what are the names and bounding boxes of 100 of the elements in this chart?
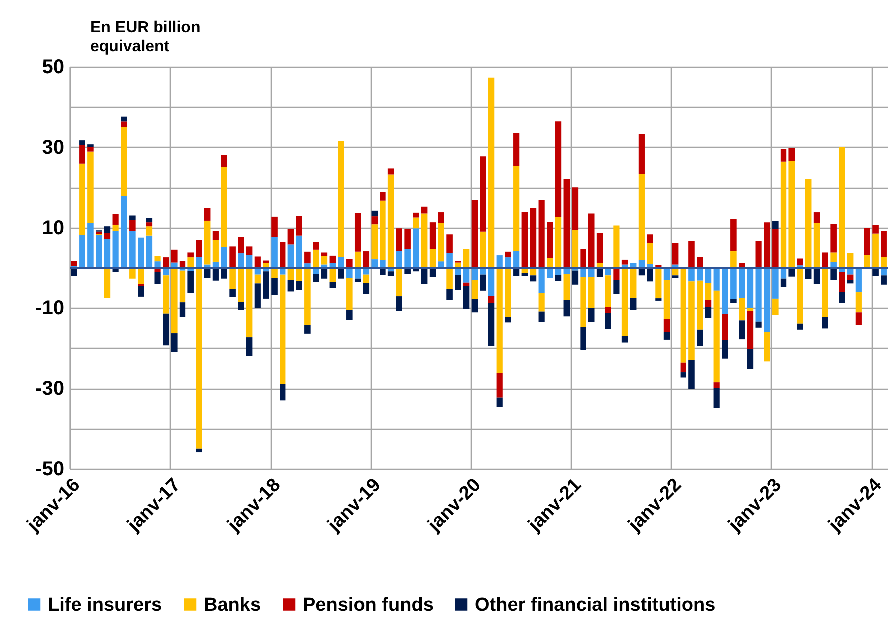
bar (146, 236, 153, 268)
bar (630, 298, 637, 310)
bar (304, 252, 311, 264)
bar (772, 298, 779, 316)
bar (346, 310, 353, 320)
bar (505, 252, 512, 258)
bar (680, 362, 686, 373)
y-tick-label: 10 (42, 217, 64, 240)
bar (564, 274, 570, 300)
y-axis-title: En EUR billion equivalent (90, 20, 201, 56)
bar (739, 268, 746, 298)
bar (396, 296, 402, 312)
bar (246, 338, 253, 356)
bar (430, 222, 436, 250)
bar (714, 268, 720, 291)
bar (272, 216, 278, 238)
bar (881, 257, 887, 268)
bar (96, 235, 102, 268)
bar (780, 162, 787, 268)
bar (514, 251, 520, 268)
bar (446, 234, 453, 254)
bar (363, 252, 370, 268)
bar (430, 249, 436, 268)
bar (130, 216, 136, 220)
bar (556, 275, 562, 282)
bar (496, 398, 503, 408)
bar (188, 271, 194, 294)
bar (88, 223, 94, 268)
bar (438, 212, 444, 224)
bar (346, 278, 353, 310)
bar (572, 230, 579, 268)
bar (130, 220, 136, 232)
bar (830, 268, 837, 280)
bar (672, 243, 679, 265)
bar (547, 268, 554, 278)
bar (272, 268, 278, 278)
bar (238, 302, 244, 310)
bar (304, 325, 311, 334)
bar (296, 268, 302, 282)
bar (688, 360, 695, 389)
bar (146, 222, 153, 227)
bar (856, 292, 862, 313)
bar (822, 317, 828, 329)
bar (856, 312, 862, 326)
bar (188, 258, 194, 268)
bar (797, 324, 804, 330)
bar (856, 268, 862, 293)
bar (680, 372, 686, 378)
bar (488, 296, 495, 304)
bar (805, 179, 812, 268)
bar (705, 307, 712, 318)
bar (730, 299, 737, 304)
bar (138, 286, 144, 297)
bar (372, 210, 378, 217)
bar (121, 127, 128, 196)
bar (338, 257, 344, 268)
bar (130, 268, 136, 279)
bar (496, 268, 503, 374)
bar (756, 268, 762, 322)
bar (354, 213, 362, 252)
bar (104, 268, 111, 298)
bar (572, 270, 579, 285)
bar (830, 224, 837, 253)
bar (338, 268, 344, 279)
bar (413, 228, 420, 268)
bar (505, 258, 512, 268)
bar (764, 332, 770, 362)
bar (221, 155, 228, 168)
bar (296, 216, 302, 236)
y-tick-label: -30 (36, 378, 64, 400)
bar (104, 233, 111, 240)
bar (588, 308, 595, 322)
bar (788, 148, 795, 162)
bar (647, 268, 654, 282)
bar (188, 252, 194, 258)
bar (363, 283, 370, 294)
legend-label: Life insurers (48, 594, 162, 616)
bar (172, 268, 178, 334)
bar (272, 278, 278, 296)
bar (496, 373, 503, 398)
bar (714, 382, 720, 388)
bar (313, 250, 320, 268)
bar (138, 268, 144, 284)
bar (196, 268, 202, 449)
bar (472, 299, 478, 313)
bar (872, 224, 879, 234)
bar (556, 217, 562, 268)
legend-label: Banks (204, 594, 262, 616)
bar (547, 222, 554, 258)
bar (722, 268, 728, 314)
bar (121, 196, 128, 268)
bar (480, 274, 486, 291)
bar (88, 152, 94, 224)
bar (730, 268, 737, 300)
bar (254, 256, 261, 268)
bar (254, 284, 261, 308)
bar (138, 238, 144, 268)
bar (556, 122, 562, 218)
bar (446, 253, 453, 268)
bar (564, 179, 570, 268)
